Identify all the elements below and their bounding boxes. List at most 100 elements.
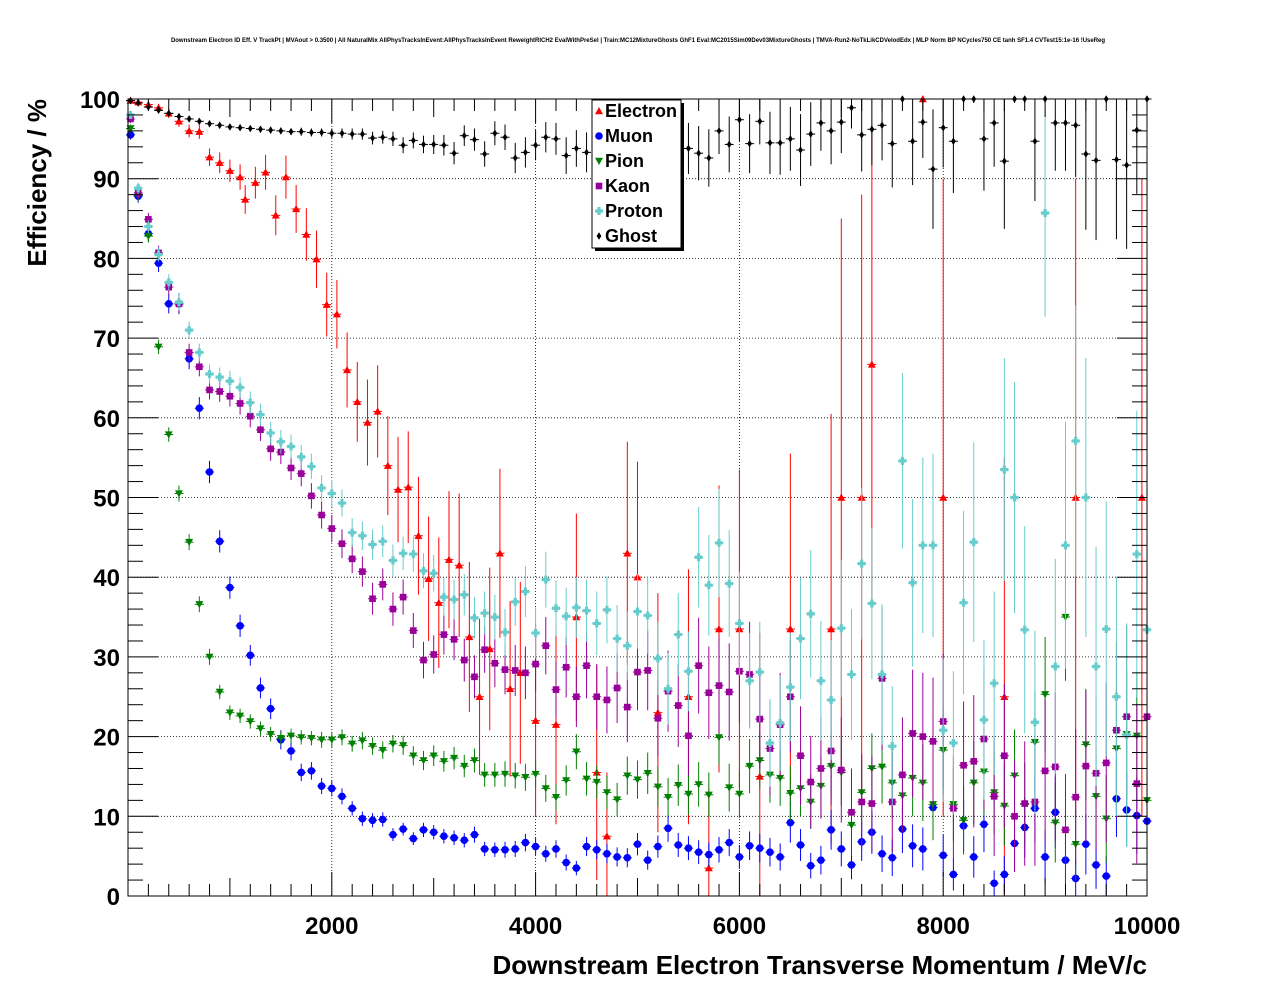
pion-point: [674, 782, 683, 790]
kaon-point: [542, 642, 550, 650]
legend-marker-proton: [595, 207, 603, 215]
muon-point: [837, 845, 846, 853]
muon-point: [338, 792, 346, 801]
ghost-point: [696, 149, 702, 157]
proton-point: [225, 377, 234, 386]
proton-point: [409, 550, 418, 559]
proton-point: [867, 599, 876, 608]
kaon-point: [583, 662, 590, 669]
kaon-point: [1001, 752, 1008, 760]
pion-point: [664, 793, 673, 802]
kaon-point: [491, 659, 499, 667]
proton-point: [796, 634, 805, 643]
ghost-point: [808, 130, 814, 138]
proton-point: [1102, 625, 1111, 634]
proton-point: [857, 559, 866, 568]
ghost-point: [910, 137, 916, 146]
pion-point: [602, 789, 611, 797]
proton-point: [287, 442, 296, 451]
pion-point: [623, 772, 632, 780]
electron-point: [704, 864, 713, 872]
pion-point: [643, 770, 652, 778]
ghost-point: [268, 126, 274, 134]
kaon-point: [868, 800, 876, 807]
legend: Electron Muon Pion Kaon Proton Ghost: [591, 99, 684, 251]
muon-point: [236, 622, 244, 630]
pion-point: [276, 734, 285, 743]
electron-point: [394, 485, 403, 493]
kaon-point: [603, 696, 611, 704]
proton-point: [337, 499, 346, 508]
ghost-point: [400, 141, 406, 150]
kaon-point: [725, 688, 733, 696]
kaon-point: [929, 738, 937, 745]
ghost-point: [1052, 119, 1058, 127]
ghost-point: [828, 127, 834, 135]
pion-point: [195, 601, 204, 609]
muon-point: [786, 818, 795, 827]
ghost-point: [1032, 137, 1038, 146]
kaon-point: [1082, 762, 1090, 770]
x-tick-label: 2000: [305, 913, 358, 940]
pion-point: [613, 796, 622, 804]
muon-point: [776, 853, 784, 861]
proton-point: [399, 549, 408, 558]
y-tick-label: 30: [93, 645, 120, 672]
kaon-point: [838, 766, 845, 774]
muon-point: [419, 826, 428, 834]
pion-point: [633, 776, 642, 784]
chart-title: Downstream Electron ID Eff. V TrackPt | …: [171, 38, 1105, 44]
kaon-point: [613, 684, 621, 692]
proton-point: [174, 298, 183, 307]
kaon-point: [226, 392, 234, 400]
muon-point: [582, 842, 591, 851]
pion-point: [317, 736, 326, 744]
muon-point: [154, 259, 163, 267]
kaon-point: [532, 660, 539, 668]
kaon-point: [990, 793, 998, 800]
pion-point: [551, 793, 560, 802]
kaon-point: [685, 732, 692, 740]
ghost-point: [482, 150, 488, 158]
ghost-point: [920, 118, 926, 126]
proton-point: [480, 609, 489, 618]
ghost-point: [1124, 161, 1130, 169]
muon-point: [633, 840, 642, 848]
muon-point: [766, 848, 774, 856]
kaon-point: [410, 627, 417, 634]
pion-point: [786, 789, 795, 798]
kaon-point: [145, 216, 152, 223]
pion-point: [1041, 691, 1050, 699]
kaon-point: [1062, 826, 1069, 834]
ghost-point: [339, 129, 345, 138]
ghost-point: [584, 148, 589, 157]
pion-point: [368, 742, 377, 751]
electron-point: [551, 720, 560, 728]
electron-point: [786, 625, 795, 633]
proton-point: [276, 437, 285, 446]
proton-point: [205, 369, 214, 378]
ghost-point: [227, 123, 233, 131]
y-axis-title: Efficiency / %: [22, 99, 52, 267]
pion-point: [480, 771, 489, 779]
electron-point: [302, 230, 311, 238]
tick-labels: 0 10 20 30 40 50 60 70 80 90 100 2000 4000 6000 8000 10…: [80, 87, 1180, 940]
ghost-point: [757, 117, 763, 126]
ghost-point: [186, 115, 192, 123]
ghost-point: [207, 119, 212, 128]
muon-point: [460, 836, 469, 845]
kaon-point: [318, 511, 325, 519]
electron-point: [602, 832, 611, 840]
electron-point: [424, 574, 433, 582]
kaon-point: [379, 581, 387, 588]
ghost-point: [991, 119, 997, 127]
electron-point: [827, 625, 836, 633]
muon-point: [969, 853, 978, 861]
ghost-point: [533, 141, 538, 150]
electron-point: [215, 158, 224, 166]
pion-point: [704, 791, 713, 799]
muon-point: [664, 824, 672, 833]
proton-point: [725, 579, 734, 588]
ghost-point: [879, 121, 885, 130]
ghost-point: [258, 125, 263, 134]
